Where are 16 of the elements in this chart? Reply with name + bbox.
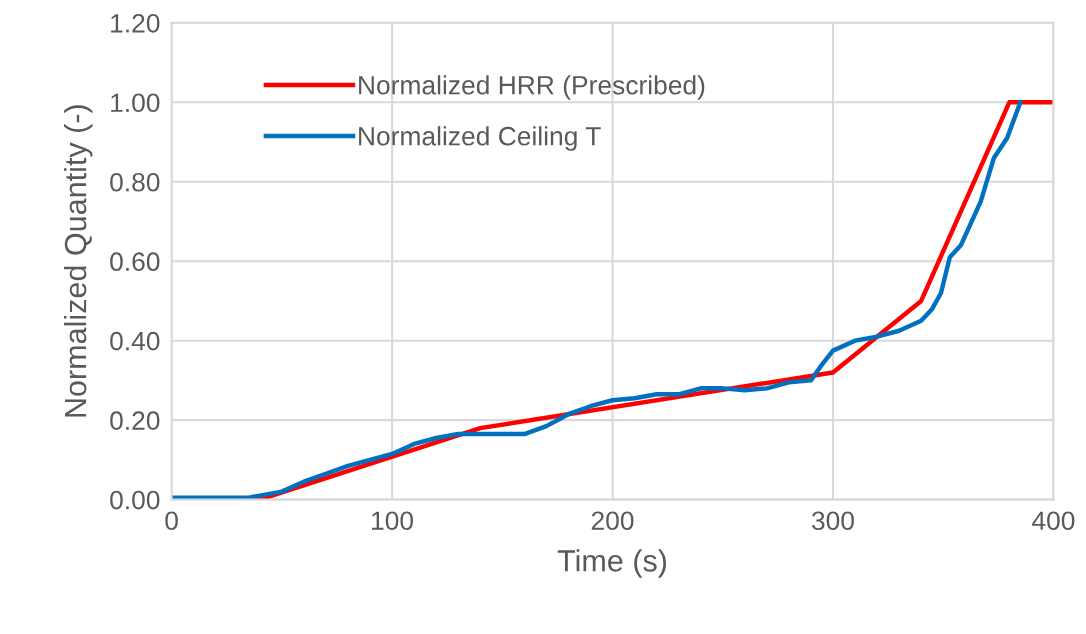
x-tick-label: 400 bbox=[1032, 511, 1075, 531]
legend-label: Normalized HRR (Prescribed) bbox=[359, 75, 705, 100]
y-tick-label: 0.00 bbox=[110, 490, 160, 510]
x-tick-label: 100 bbox=[372, 511, 414, 531]
y-tick-label: 0.20 bbox=[110, 411, 160, 430]
x-tick-label: 0 bbox=[165, 511, 178, 531]
legend-label: Normalized Ceiling T bbox=[359, 126, 601, 151]
y-tick-label: 1.20 bbox=[111, 13, 160, 33]
y-tick-label: 0.40 bbox=[110, 331, 160, 351]
y-tick-label: 0.80 bbox=[110, 172, 160, 192]
y-tick-label: 0.60 bbox=[110, 252, 160, 272]
y-tick-label: 1.00 bbox=[111, 93, 160, 113]
x-tick-label: 200 bbox=[591, 511, 634, 531]
y-axis-title: Normalized Quantity (-) bbox=[63, 105, 93, 417]
x-axis-title: Time (s) bbox=[557, 549, 667, 578]
x-tick-label: 300 bbox=[811, 511, 854, 531]
